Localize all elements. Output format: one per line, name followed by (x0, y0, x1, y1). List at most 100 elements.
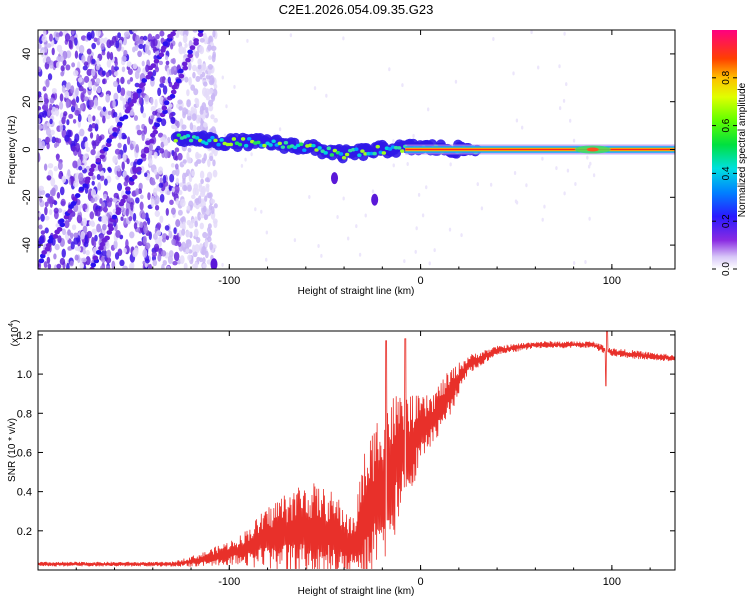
diagonal-streak-point (52, 234, 59, 239)
trace-point (302, 148, 307, 153)
noise-speckle (169, 199, 174, 205)
noise-speckle (207, 99, 214, 107)
noise-speckle (169, 173, 175, 183)
noise-speckle (426, 107, 430, 112)
noise-speckle (136, 124, 141, 130)
spectrogram-x-tick-label: -100 (218, 275, 240, 287)
diagonal-streak-point (95, 157, 102, 163)
noise-speckle (90, 189, 97, 198)
noise-speckle (48, 33, 53, 42)
noise-speckle (117, 142, 122, 149)
noise-speckle (137, 50, 143, 58)
noise-speckle (112, 111, 118, 118)
noise-speckle (250, 152, 253, 157)
noise-speckle (132, 46, 136, 53)
diagonal-streak-point (163, 100, 170, 106)
noise-speckle (115, 230, 121, 238)
noise-speckle (92, 240, 97, 247)
noise-speckle (49, 97, 55, 104)
diagonal-streak-point (106, 230, 113, 235)
noise-speckle (120, 46, 125, 52)
noise-speckle (143, 225, 149, 234)
noise-speckle (260, 209, 263, 214)
noise-speckle (78, 44, 85, 54)
noise-speckle (78, 85, 84, 92)
noise-speckle (77, 77, 83, 83)
diagonal-streak-point (158, 52, 165, 58)
noise-speckle (167, 76, 171, 84)
noise-speckle (126, 136, 131, 145)
noise-speckle (126, 158, 130, 165)
diagonal-streak-point (136, 88, 143, 94)
noise-speckle (188, 61, 192, 71)
noise-speckle (201, 157, 206, 164)
diagonal-streak-point (92, 255, 99, 261)
noise-speckle (175, 219, 181, 228)
noise-speckle (43, 261, 48, 269)
trace-point (246, 137, 252, 141)
diagonal-streak-point (104, 235, 110, 241)
noise-speckle (584, 260, 587, 265)
noise-speckle (174, 185, 180, 194)
noise-speckle (38, 106, 42, 111)
noise-speckle (122, 265, 128, 269)
noise-speckle (117, 248, 123, 256)
snr-scale-exponent: 4 (8, 323, 15, 327)
noise-speckle (77, 113, 82, 123)
noise-speckle (143, 125, 148, 135)
diagonal-streak-point (178, 73, 185, 79)
diagonal-streak-point (150, 63, 157, 69)
trace-point (357, 153, 362, 158)
diagonal-streak-point (95, 250, 102, 255)
noise-speckle (197, 211, 202, 221)
noise-speckle (221, 75, 224, 80)
noise-speckle (109, 51, 114, 61)
noise-speckle (566, 168, 570, 173)
noise-speckle (77, 246, 82, 252)
noise-speckle (95, 78, 101, 85)
noise-speckle (204, 195, 208, 203)
noise-speckle (126, 79, 131, 85)
noise-speckle (67, 169, 71, 177)
diagonal-streak-point (156, 117, 163, 123)
diagonal-streak-point (187, 49, 193, 55)
noise-speckle (207, 88, 214, 95)
noise-speckle (91, 58, 96, 65)
noise-speckle (177, 152, 183, 161)
diagonal-streak-point (67, 208, 73, 214)
noise-speckle (80, 140, 86, 150)
noise-speckle (198, 45, 205, 55)
diagonal-streak-point (70, 201, 77, 206)
carrier-core (405, 148, 675, 151)
noise-speckle (183, 262, 188, 269)
noise-speckle (194, 243, 200, 254)
noise-speckle (43, 93, 48, 101)
trace-point (341, 155, 347, 160)
trace-point (381, 151, 387, 155)
noise-speckle (209, 75, 213, 82)
noise-speckle (82, 249, 86, 255)
noise-speckle (123, 49, 128, 57)
noise-speckle (182, 172, 186, 181)
noise-speckle (129, 77, 134, 82)
noise-speckle (165, 207, 169, 216)
noise-speckle (113, 240, 118, 249)
noise-speckle (148, 263, 153, 269)
noise-speckle (460, 233, 463, 238)
noise-speckle (121, 161, 125, 171)
noise-speckle (97, 105, 102, 111)
noise-speckle (105, 241, 110, 250)
noise-speckle (140, 104, 144, 114)
noise-speckle (159, 76, 165, 84)
noise-speckle (99, 170, 105, 176)
noise-speckle (131, 190, 137, 197)
noise-speckle (41, 140, 46, 149)
noise-speckle (195, 159, 202, 164)
noise-speckle (155, 33, 160, 40)
noise-speckle (150, 105, 156, 113)
noise-speckle (202, 205, 207, 213)
noise-speckle (208, 55, 212, 61)
noise-speckle (454, 79, 458, 84)
noise-speckle (100, 265, 105, 269)
noise-speckle (129, 143, 134, 151)
